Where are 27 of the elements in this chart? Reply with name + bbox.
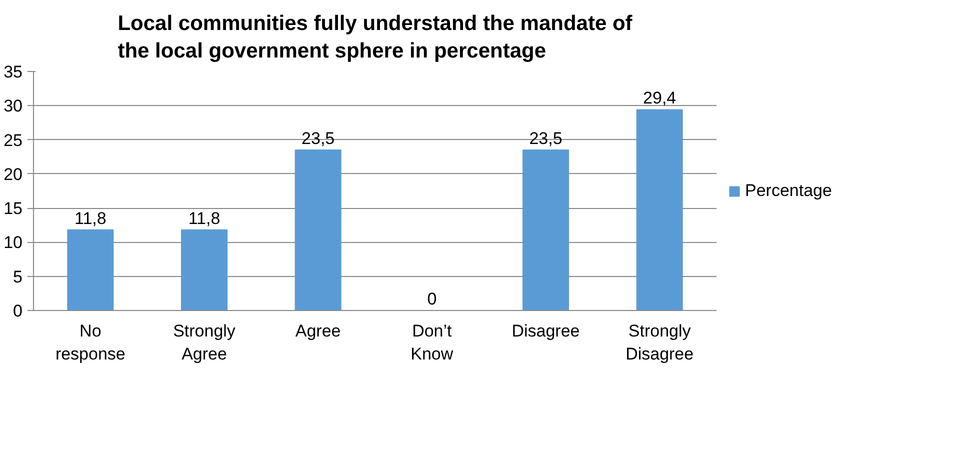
data-label: 0 <box>427 290 437 308</box>
bar <box>636 109 683 310</box>
bar <box>522 150 570 310</box>
y-tick-label: 20 <box>4 164 23 184</box>
y-tick-label: 15 <box>4 199 23 218</box>
y-tick-label: 5 <box>13 267 23 286</box>
y-tick-label: 35 <box>4 62 23 82</box>
bar <box>180 229 228 310</box>
legend-label: Percentage <box>745 180 832 200</box>
x-tick-label: Agree <box>295 322 341 340</box>
data-label: 29,4 <box>643 88 676 108</box>
data-label: 23,5 <box>529 129 562 148</box>
data-label: 11,8 <box>74 208 106 228</box>
y-tick-label: 10 <box>4 233 23 252</box>
x-tick-label: Don’t Know <box>410 322 454 364</box>
x-tick-label: Strongly Disagree <box>626 322 694 364</box>
bar <box>67 229 114 310</box>
data-label: 11,8 <box>188 208 220 228</box>
data-label: 23,5 <box>302 129 335 148</box>
x-tick-label: Strongly Agree <box>173 322 236 364</box>
y-tick-label: 25 <box>4 130 23 150</box>
y-tick-label: 0 <box>13 302 23 320</box>
x-tick-label: No response <box>55 322 126 364</box>
x-tick-label: Disagree <box>512 322 580 340</box>
y-tick-label: 30 <box>4 96 23 116</box>
chart-title: Local communities fully understand the mandate of the local government sphere in percentage <box>118 12 634 62</box>
bar <box>294 150 342 310</box>
